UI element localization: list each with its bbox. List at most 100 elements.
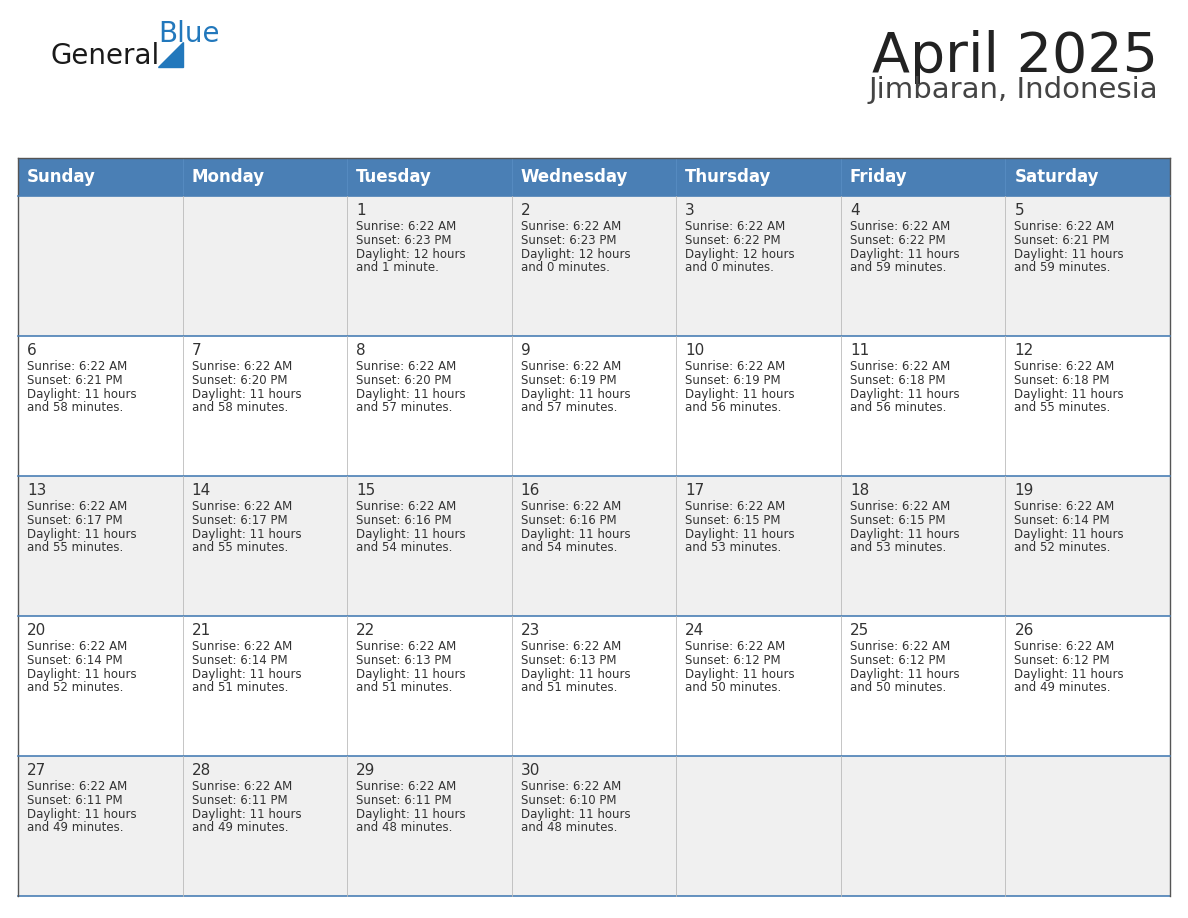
Text: 22: 22 xyxy=(356,623,375,638)
Text: 26: 26 xyxy=(1015,623,1034,638)
Text: Sunset: 6:22 PM: Sunset: 6:22 PM xyxy=(685,234,781,247)
Text: Sunrise: 6:22 AM: Sunrise: 6:22 AM xyxy=(27,500,127,513)
Text: Friday: Friday xyxy=(849,168,908,186)
Text: Sunset: 6:18 PM: Sunset: 6:18 PM xyxy=(1015,374,1110,386)
Text: Daylight: 11 hours: Daylight: 11 hours xyxy=(1015,667,1124,680)
Text: and 50 minutes.: and 50 minutes. xyxy=(849,681,946,694)
Text: Sunset: 6:19 PM: Sunset: 6:19 PM xyxy=(520,374,617,386)
Text: Daylight: 12 hours: Daylight: 12 hours xyxy=(520,248,631,261)
Text: Daylight: 11 hours: Daylight: 11 hours xyxy=(191,528,302,541)
Text: and 50 minutes.: and 50 minutes. xyxy=(685,681,782,694)
Text: Sunset: 6:14 PM: Sunset: 6:14 PM xyxy=(191,654,287,666)
Text: and 51 minutes.: and 51 minutes. xyxy=(191,681,287,694)
Text: Daylight: 11 hours: Daylight: 11 hours xyxy=(1015,248,1124,261)
Polygon shape xyxy=(158,42,183,67)
Text: and 55 minutes.: and 55 minutes. xyxy=(27,542,124,554)
Text: 28: 28 xyxy=(191,763,210,778)
Text: and 49 minutes.: and 49 minutes. xyxy=(1015,681,1111,694)
Text: Tuesday: Tuesday xyxy=(356,168,432,186)
Text: Daylight: 11 hours: Daylight: 11 hours xyxy=(685,667,795,680)
Text: and 56 minutes.: and 56 minutes. xyxy=(849,401,946,414)
Bar xyxy=(18,616,1170,756)
Text: April 2025: April 2025 xyxy=(872,30,1158,84)
Text: Sunset: 6:16 PM: Sunset: 6:16 PM xyxy=(356,514,451,527)
Text: Daylight: 11 hours: Daylight: 11 hours xyxy=(849,387,960,400)
Bar xyxy=(347,158,512,196)
Text: and 54 minutes.: and 54 minutes. xyxy=(356,542,453,554)
Text: Sunrise: 6:22 AM: Sunrise: 6:22 AM xyxy=(520,360,621,373)
Bar xyxy=(512,158,676,196)
Text: Sunset: 6:11 PM: Sunset: 6:11 PM xyxy=(356,794,451,807)
Text: and 51 minutes.: and 51 minutes. xyxy=(356,681,453,694)
Text: Sunrise: 6:22 AM: Sunrise: 6:22 AM xyxy=(1015,500,1114,513)
Text: Daylight: 11 hours: Daylight: 11 hours xyxy=(520,528,631,541)
Text: 16: 16 xyxy=(520,483,541,498)
Text: and 48 minutes.: and 48 minutes. xyxy=(356,822,453,834)
Text: Daylight: 11 hours: Daylight: 11 hours xyxy=(27,387,137,400)
Text: Sunrise: 6:22 AM: Sunrise: 6:22 AM xyxy=(685,360,785,373)
Text: Sunset: 6:12 PM: Sunset: 6:12 PM xyxy=(1015,654,1110,666)
Text: Daylight: 11 hours: Daylight: 11 hours xyxy=(27,528,137,541)
Text: Sunrise: 6:22 AM: Sunrise: 6:22 AM xyxy=(191,360,292,373)
Text: Sunset: 6:21 PM: Sunset: 6:21 PM xyxy=(1015,234,1110,247)
Text: 27: 27 xyxy=(27,763,46,778)
Text: Sunset: 6:17 PM: Sunset: 6:17 PM xyxy=(27,514,122,527)
Text: Sunrise: 6:22 AM: Sunrise: 6:22 AM xyxy=(191,500,292,513)
Text: Sunset: 6:18 PM: Sunset: 6:18 PM xyxy=(849,374,946,386)
Text: Sunset: 6:12 PM: Sunset: 6:12 PM xyxy=(849,654,946,666)
Text: 4: 4 xyxy=(849,203,859,218)
Text: and 0 minutes.: and 0 minutes. xyxy=(685,262,775,274)
Bar xyxy=(183,158,347,196)
Text: Daylight: 11 hours: Daylight: 11 hours xyxy=(356,667,466,680)
Text: Sunset: 6:14 PM: Sunset: 6:14 PM xyxy=(27,654,122,666)
Text: Sunrise: 6:22 AM: Sunrise: 6:22 AM xyxy=(520,500,621,513)
Text: Sunset: 6:13 PM: Sunset: 6:13 PM xyxy=(520,654,617,666)
Text: and 49 minutes.: and 49 minutes. xyxy=(27,822,124,834)
Text: Monday: Monday xyxy=(191,168,265,186)
Text: 10: 10 xyxy=(685,343,704,358)
Text: Sunrise: 6:22 AM: Sunrise: 6:22 AM xyxy=(27,360,127,373)
Text: Sunrise: 6:22 AM: Sunrise: 6:22 AM xyxy=(685,220,785,233)
Text: Sunset: 6:22 PM: Sunset: 6:22 PM xyxy=(849,234,946,247)
Bar xyxy=(1005,158,1170,196)
Text: Sunrise: 6:22 AM: Sunrise: 6:22 AM xyxy=(356,640,456,653)
Text: Sunrise: 6:22 AM: Sunrise: 6:22 AM xyxy=(849,640,950,653)
Text: Sunrise: 6:22 AM: Sunrise: 6:22 AM xyxy=(1015,360,1114,373)
Text: Daylight: 11 hours: Daylight: 11 hours xyxy=(685,387,795,400)
Text: Sunrise: 6:22 AM: Sunrise: 6:22 AM xyxy=(520,640,621,653)
Text: 15: 15 xyxy=(356,483,375,498)
Text: Sunrise: 6:22 AM: Sunrise: 6:22 AM xyxy=(520,780,621,793)
Text: Sunrise: 6:22 AM: Sunrise: 6:22 AM xyxy=(356,780,456,793)
Bar xyxy=(676,158,841,196)
Text: Sunset: 6:19 PM: Sunset: 6:19 PM xyxy=(685,374,781,386)
Text: Daylight: 11 hours: Daylight: 11 hours xyxy=(849,667,960,680)
Text: Sunrise: 6:22 AM: Sunrise: 6:22 AM xyxy=(1015,220,1114,233)
Text: Sunrise: 6:22 AM: Sunrise: 6:22 AM xyxy=(27,640,127,653)
Text: Sunrise: 6:22 AM: Sunrise: 6:22 AM xyxy=(191,640,292,653)
Text: Daylight: 11 hours: Daylight: 11 hours xyxy=(849,528,960,541)
Text: Blue: Blue xyxy=(158,20,220,48)
Text: Sunrise: 6:22 AM: Sunrise: 6:22 AM xyxy=(685,500,785,513)
Text: 9: 9 xyxy=(520,343,531,358)
Text: and 56 minutes.: and 56 minutes. xyxy=(685,401,782,414)
Text: 2: 2 xyxy=(520,203,530,218)
Text: Sunset: 6:20 PM: Sunset: 6:20 PM xyxy=(191,374,287,386)
Text: Daylight: 11 hours: Daylight: 11 hours xyxy=(356,808,466,821)
Text: Sunset: 6:23 PM: Sunset: 6:23 PM xyxy=(356,234,451,247)
Text: Daylight: 11 hours: Daylight: 11 hours xyxy=(356,387,466,400)
Text: 25: 25 xyxy=(849,623,870,638)
Text: Sunrise: 6:22 AM: Sunrise: 6:22 AM xyxy=(356,360,456,373)
Text: Sunday: Sunday xyxy=(27,168,96,186)
Text: and 58 minutes.: and 58 minutes. xyxy=(27,401,124,414)
Text: Daylight: 12 hours: Daylight: 12 hours xyxy=(685,248,795,261)
Text: and 59 minutes.: and 59 minutes. xyxy=(1015,262,1111,274)
Text: and 53 minutes.: and 53 minutes. xyxy=(849,542,946,554)
Text: Sunrise: 6:22 AM: Sunrise: 6:22 AM xyxy=(356,220,456,233)
Text: Sunrise: 6:22 AM: Sunrise: 6:22 AM xyxy=(356,500,456,513)
Text: 30: 30 xyxy=(520,763,541,778)
Bar xyxy=(18,476,1170,616)
Text: Daylight: 11 hours: Daylight: 11 hours xyxy=(191,808,302,821)
Text: 7: 7 xyxy=(191,343,201,358)
Text: Daylight: 12 hours: Daylight: 12 hours xyxy=(356,248,466,261)
Text: Saturday: Saturday xyxy=(1015,168,1099,186)
